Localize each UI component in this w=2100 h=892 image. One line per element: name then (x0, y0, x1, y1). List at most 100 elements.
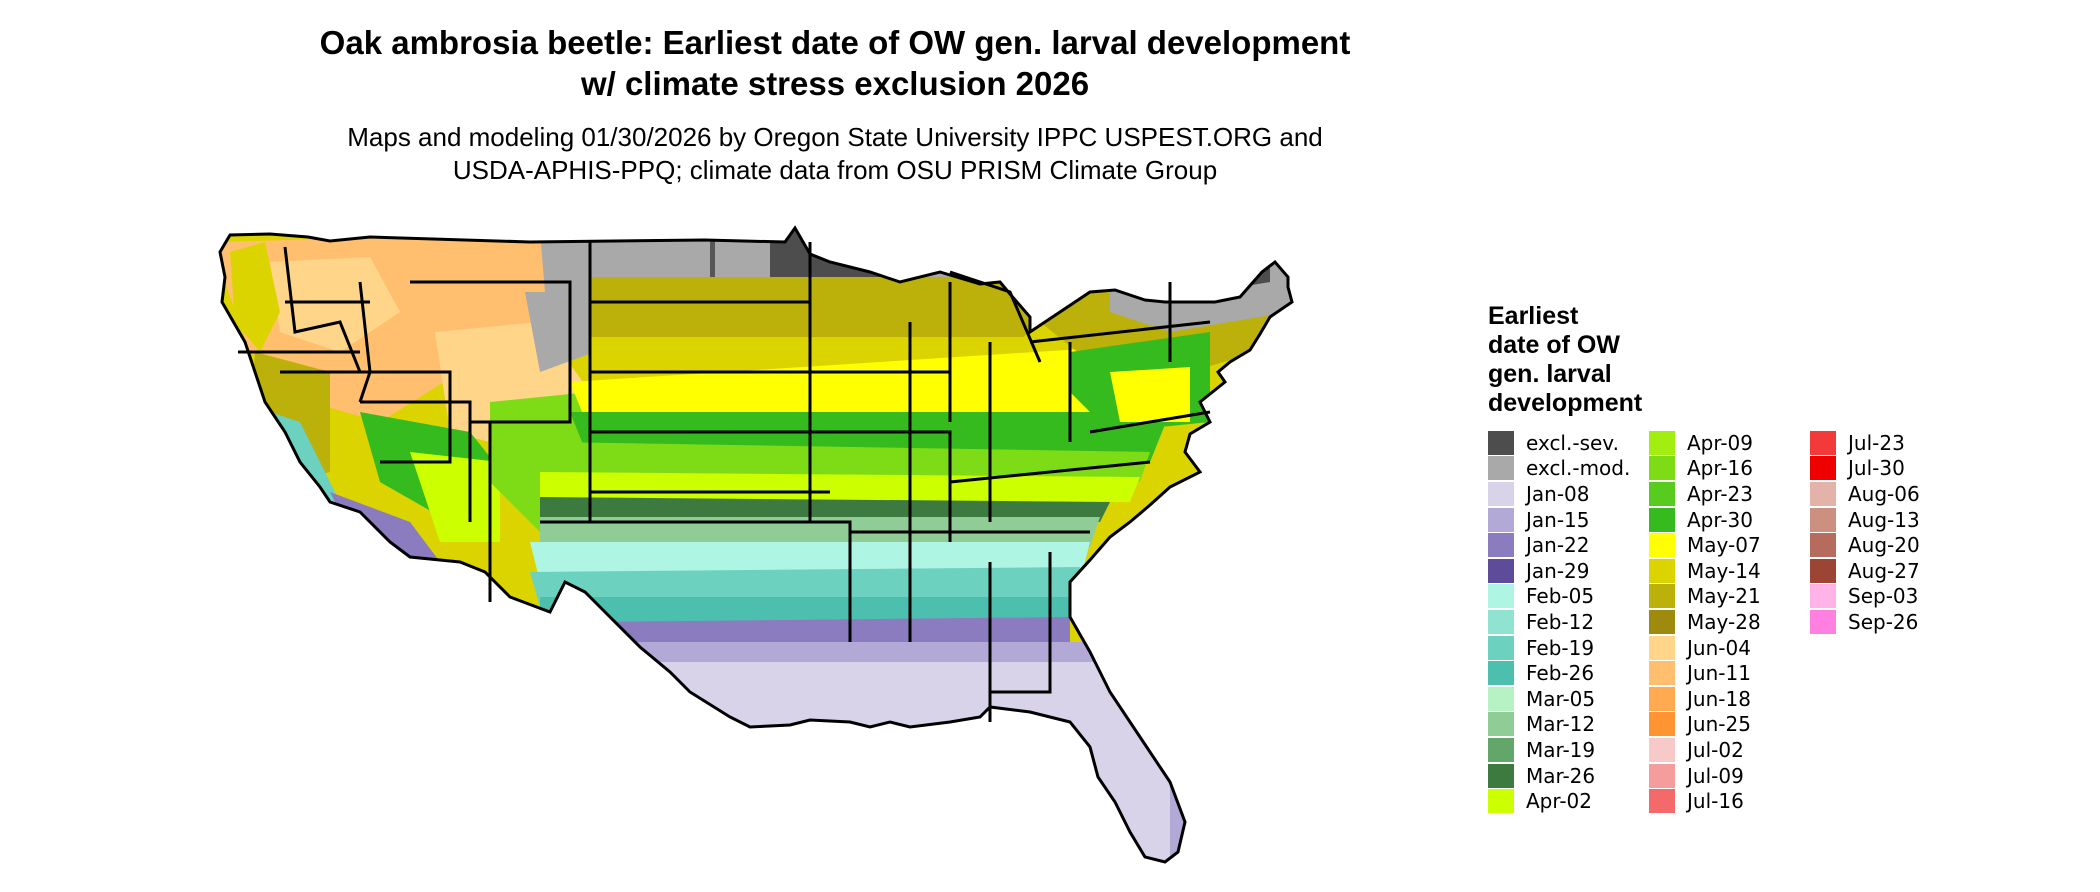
legend-item: Feb-12 (1488, 609, 1649, 635)
legend-title-line: date of OW (1488, 331, 1620, 359)
legend-swatch (1649, 686, 1675, 711)
legend-swatch (1488, 789, 1514, 814)
legend-swatch (1649, 533, 1675, 558)
legend-item: Aug-20 (1810, 532, 1971, 558)
map-subtitle-line-1: Maps and modeling 01/30/2026 by Oregon S… (347, 122, 1323, 152)
legend-label: Aug-13 (1848, 507, 1920, 532)
legend-item: Feb-26 (1488, 660, 1649, 686)
legend-swatch (1649, 712, 1675, 737)
virginia-zone (1110, 367, 1190, 422)
legend-swatch (1810, 507, 1836, 532)
legend-title-line: Earliest (1488, 302, 1579, 330)
legend-swatch (1810, 430, 1836, 455)
border-wy (410, 280, 572, 424)
legend-label: Feb-05 (1526, 584, 1595, 609)
map-subtitle: Maps and modeling 01/30/2026 by Oregon S… (0, 121, 1670, 187)
legend-item: Mar-26 (1488, 763, 1649, 789)
legend-label: Jun-11 (1687, 661, 1751, 686)
legend-swatch (1488, 430, 1514, 455)
legend-label: May-21 (1687, 584, 1761, 609)
legend-label: Jul-02 (1687, 737, 1744, 762)
legend-label: Jul-09 (1687, 763, 1744, 788)
legend-label: excl.-sev. (1526, 430, 1619, 455)
legend-swatch (1488, 712, 1514, 737)
legend-swatch (1649, 789, 1675, 814)
legend-swatch (1649, 558, 1675, 583)
legend-item: Feb-05 (1488, 584, 1649, 610)
map-title-line-1: Oak ambrosia beetle: Earliest date of OW… (319, 24, 1351, 61)
legend-swatch (1488, 763, 1514, 788)
legend-item: Sep-26 (1810, 609, 1971, 635)
legend-swatch (1488, 686, 1514, 711)
legend-item: Aug-13 (1810, 507, 1971, 533)
legend-swatch (1488, 635, 1514, 660)
legend-label: Aug-06 (1848, 481, 1920, 506)
border-mi (949, 270, 1042, 363)
legend-column: Jul-23 Jul-30 Aug-06 Aug-13 Aug-20 Aug-27 Sep-… (1810, 430, 1971, 814)
legend-swatch (1649, 456, 1675, 481)
legend-title-line: development (1488, 389, 1643, 417)
legend-item: Feb-19 (1488, 635, 1649, 661)
legend-swatch (1649, 635, 1675, 660)
legend-label: Feb-12 (1526, 609, 1595, 634)
border-wa-or (283, 246, 362, 373)
legend-item: excl.-mod. (1488, 456, 1649, 482)
legend-item: Jul-16 (1649, 788, 1810, 814)
legend-label: Jan-08 (1526, 481, 1590, 506)
border-pa-ny (1029, 320, 1211, 344)
legend-swatch (1649, 609, 1675, 634)
legend-swatch (1810, 584, 1836, 609)
legend-swatch (1810, 481, 1836, 506)
legend-item: Jul-23 (1810, 430, 1971, 456)
legend-title-line: gen. larval (1488, 360, 1612, 388)
legend-swatch (1488, 609, 1514, 634)
legend-columns: excl.-sev. excl.-mod. Jan-08 Jan-15 Jan-22 Ja… (1488, 430, 1971, 814)
legend-label: Aug-27 (1848, 558, 1920, 583)
legend-title: Earliest date of OW gen. larval developm… (1488, 302, 1971, 418)
phenology-raster (220, 228, 1292, 862)
legend-label: Apr-09 (1687, 430, 1753, 455)
legend-swatch (1810, 533, 1836, 558)
legend-label: Apr-02 (1526, 789, 1592, 814)
legend-swatch (1649, 507, 1675, 532)
legend-item: Jul-30 (1810, 456, 1971, 482)
state-borders (238, 242, 1211, 722)
legend-label: Jul-16 (1687, 789, 1744, 814)
legend-swatch (1488, 584, 1514, 609)
legend-label: Apr-23 (1687, 481, 1753, 506)
legend-swatch (1649, 763, 1675, 788)
legend-item: Apr-16 (1649, 456, 1810, 482)
legend-label: Apr-30 (1687, 507, 1753, 532)
legend-label: Jul-23 (1848, 430, 1905, 455)
legend-item: May-14 (1649, 558, 1810, 584)
legend-swatch (1649, 481, 1675, 506)
legend-column: Apr-09 Apr-16 Apr-23 Apr-30 May-07 May-14 May-… (1649, 430, 1810, 814)
oregon-washington-zone (270, 257, 400, 352)
legend-label: Mar-19 (1526, 737, 1596, 762)
legend-label: May-14 (1687, 558, 1761, 583)
legend-item: Mar-05 (1488, 686, 1649, 712)
map-title: Oak ambrosia beetle: Earliest date of OW… (0, 22, 1670, 104)
legend-label: Feb-26 (1526, 661, 1595, 686)
legend-swatch (1488, 456, 1514, 481)
legend-swatch (1810, 558, 1836, 583)
legend-label: Aug-20 (1848, 533, 1920, 558)
legend-item: Jan-22 (1488, 532, 1649, 558)
us-map (218, 226, 1294, 864)
legend-item: May-07 (1649, 532, 1810, 558)
legend-label: May-07 (1687, 533, 1761, 558)
legend-swatch (1488, 481, 1514, 506)
border-va-nc (1089, 410, 1211, 434)
legend-swatch (1810, 456, 1836, 481)
legend-item: Apr-30 (1649, 507, 1810, 533)
legend-label: Mar-05 (1526, 686, 1596, 711)
legend-swatch (1488, 533, 1514, 558)
legend-item: May-28 (1649, 609, 1810, 635)
border-ky-tn (949, 460, 1151, 484)
map-subtitle-line-2: USDA-APHIS-PPQ; climate data from OSU PR… (452, 155, 1218, 185)
legend-item: Apr-23 (1649, 481, 1810, 507)
legend-item: Jun-25 (1649, 712, 1810, 738)
legend-item: Sep-03 (1810, 584, 1971, 610)
legend-label: excl.-mod. (1526, 456, 1631, 481)
legend-item: Mar-19 (1488, 737, 1649, 763)
